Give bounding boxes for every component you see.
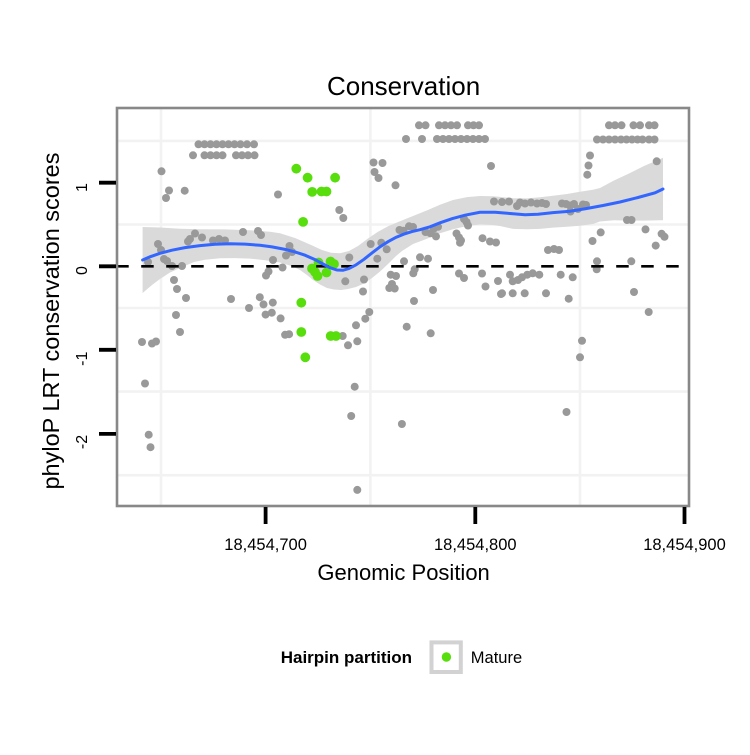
svg-text:-1: -1 (74, 351, 91, 365)
svg-text:18,454,700: 18,454,700 (224, 536, 307, 554)
svg-text:0: 0 (74, 266, 91, 275)
svg-text:Mature: Mature (471, 649, 522, 667)
svg-text:18,454,900: 18,454,900 (643, 536, 726, 554)
svg-text:Genomic Position: Genomic Position (317, 560, 489, 585)
svg-text:Conservation: Conservation (327, 71, 480, 101)
svg-text:Hairpin partition: Hairpin partition (281, 648, 412, 667)
svg-text:-2: -2 (74, 435, 91, 449)
svg-text:18,454,800: 18,454,800 (434, 536, 517, 554)
svg-text:1: 1 (74, 183, 91, 192)
svg-text:phyloP LRT conservation scores: phyloP LRT conservation scores (38, 152, 64, 489)
